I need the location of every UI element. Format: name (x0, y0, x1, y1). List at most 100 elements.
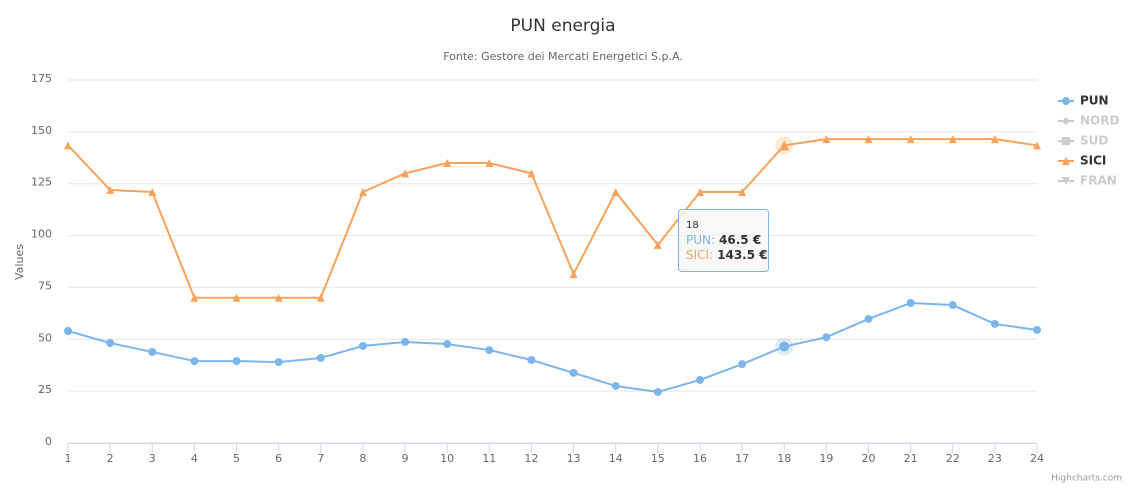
x-tick-label: 23 (988, 452, 1002, 465)
point-marker (695, 188, 704, 197)
legend-label: SICI (1080, 154, 1106, 168)
point-marker (864, 314, 873, 323)
x-tick-label: 7 (317, 452, 324, 465)
point-marker (148, 347, 157, 356)
point-marker (401, 169, 410, 178)
x-tick-label: 16 (693, 452, 707, 465)
point-marker (274, 293, 283, 302)
x-tick-label: 4 (191, 452, 198, 465)
x-tick-label: 9 (402, 452, 409, 465)
legend-item[interactable]: SUD (1058, 134, 1108, 148)
point-marker (948, 301, 957, 310)
point-marker (358, 188, 367, 197)
point-marker (64, 141, 72, 150)
y-tick-label: 100 (31, 228, 52, 241)
x-tick-label: 19 (819, 452, 833, 465)
point-marker (569, 368, 578, 377)
point-marker (485, 158, 494, 167)
point-marker (443, 340, 452, 349)
x-tick-label: 3 (149, 452, 156, 465)
legend-label: FRAN (1080, 174, 1117, 188)
x-tick-label: 6 (275, 452, 282, 465)
y-tick-label: 50 (38, 331, 52, 344)
point-marker (190, 293, 199, 302)
point-marker (569, 269, 578, 278)
tooltip-value: 143.5 € (717, 248, 767, 262)
tooltip-name: PUN: (686, 233, 715, 247)
credits[interactable]: Highcharts.com (1051, 474, 1122, 484)
point-marker (990, 135, 999, 144)
chart-title: PUN energia (510, 16, 615, 36)
point-marker (906, 298, 915, 307)
x-tick-label: 14 (609, 452, 623, 465)
point-marker (653, 387, 662, 396)
point-marker (106, 339, 115, 348)
point-marker (738, 360, 747, 369)
point-marker (611, 381, 620, 390)
x-tick-label: 1 (65, 452, 72, 465)
legend-label: PUN (1080, 94, 1109, 108)
tooltip-value: 46.5 € (719, 233, 761, 247)
chart-subtitle: Fonte: Gestore dei Mercati Energetici S.… (443, 50, 683, 63)
series-line (67, 301, 1038, 393)
legend-marker (1062, 117, 1070, 125)
x-tick-label: 13 (567, 452, 581, 465)
tooltip-row: SICI: 143.5 € (686, 248, 768, 262)
point-marker (695, 375, 704, 384)
point-marker (822, 333, 831, 342)
x-tick-label: 22 (946, 452, 960, 465)
legend-label: NORD (1080, 114, 1119, 128)
legend-label: SUD (1080, 134, 1108, 148)
point-marker (1033, 325, 1041, 334)
x-tick-label: 21 (904, 452, 918, 465)
legend-marker (1062, 157, 1070, 165)
tooltip-box (678, 209, 769, 272)
point-marker (1033, 141, 1041, 150)
x-tick-label: 11 (482, 452, 496, 465)
point-marker (948, 135, 957, 144)
x-tick-label: 12 (524, 452, 538, 465)
tooltip-name: SICI: (686, 248, 713, 262)
point-marker (864, 135, 873, 144)
legend-item[interactable]: SICI (1058, 154, 1106, 168)
legend-marker (1062, 177, 1070, 185)
legend-item[interactable]: FRAN (1058, 174, 1117, 188)
point-marker (401, 337, 410, 346)
y-tick-label: 25 (38, 383, 52, 396)
tooltip-row: PUN: 46.5 € (686, 233, 761, 247)
x-tick-label: 8 (359, 452, 366, 465)
series-line (67, 138, 1038, 299)
tooltip-header: 18 (686, 220, 699, 231)
legend-item[interactable]: NORD (1058, 114, 1119, 128)
point-marker (64, 326, 72, 335)
y-tick-label: 125 (31, 176, 52, 189)
x-tick-label: 5 (233, 452, 240, 465)
point-marker (653, 240, 662, 249)
point-marker (527, 169, 536, 178)
point-marker (779, 341, 790, 352)
x-tick-label: 15 (651, 452, 665, 465)
point-marker (316, 353, 325, 362)
legend-item[interactable]: PUN (1058, 94, 1109, 108)
legend-marker (1062, 97, 1070, 105)
point-marker (148, 188, 157, 197)
point-marker (527, 356, 536, 365)
x-tick-label: 2 (107, 452, 114, 465)
x-tick-label: 18 (777, 452, 791, 465)
point-marker (822, 135, 831, 144)
point-marker (358, 341, 367, 350)
point-marker (779, 140, 790, 151)
y-axis-title: Values (13, 244, 26, 280)
point-marker (316, 293, 325, 302)
point-marker (232, 293, 241, 302)
point-marker (990, 319, 999, 328)
tooltip: 18 PUN: 46.5 € SICI: 143.5 € (678, 209, 769, 272)
x-tick-label: 24 (1030, 452, 1044, 465)
y-tick-label: 0 (45, 435, 52, 448)
x-tick-label: 17 (735, 452, 749, 465)
x-tick-label: 10 (440, 452, 454, 465)
point-marker (611, 188, 620, 197)
y-tick-label: 150 (31, 124, 52, 137)
point-marker (485, 346, 494, 355)
